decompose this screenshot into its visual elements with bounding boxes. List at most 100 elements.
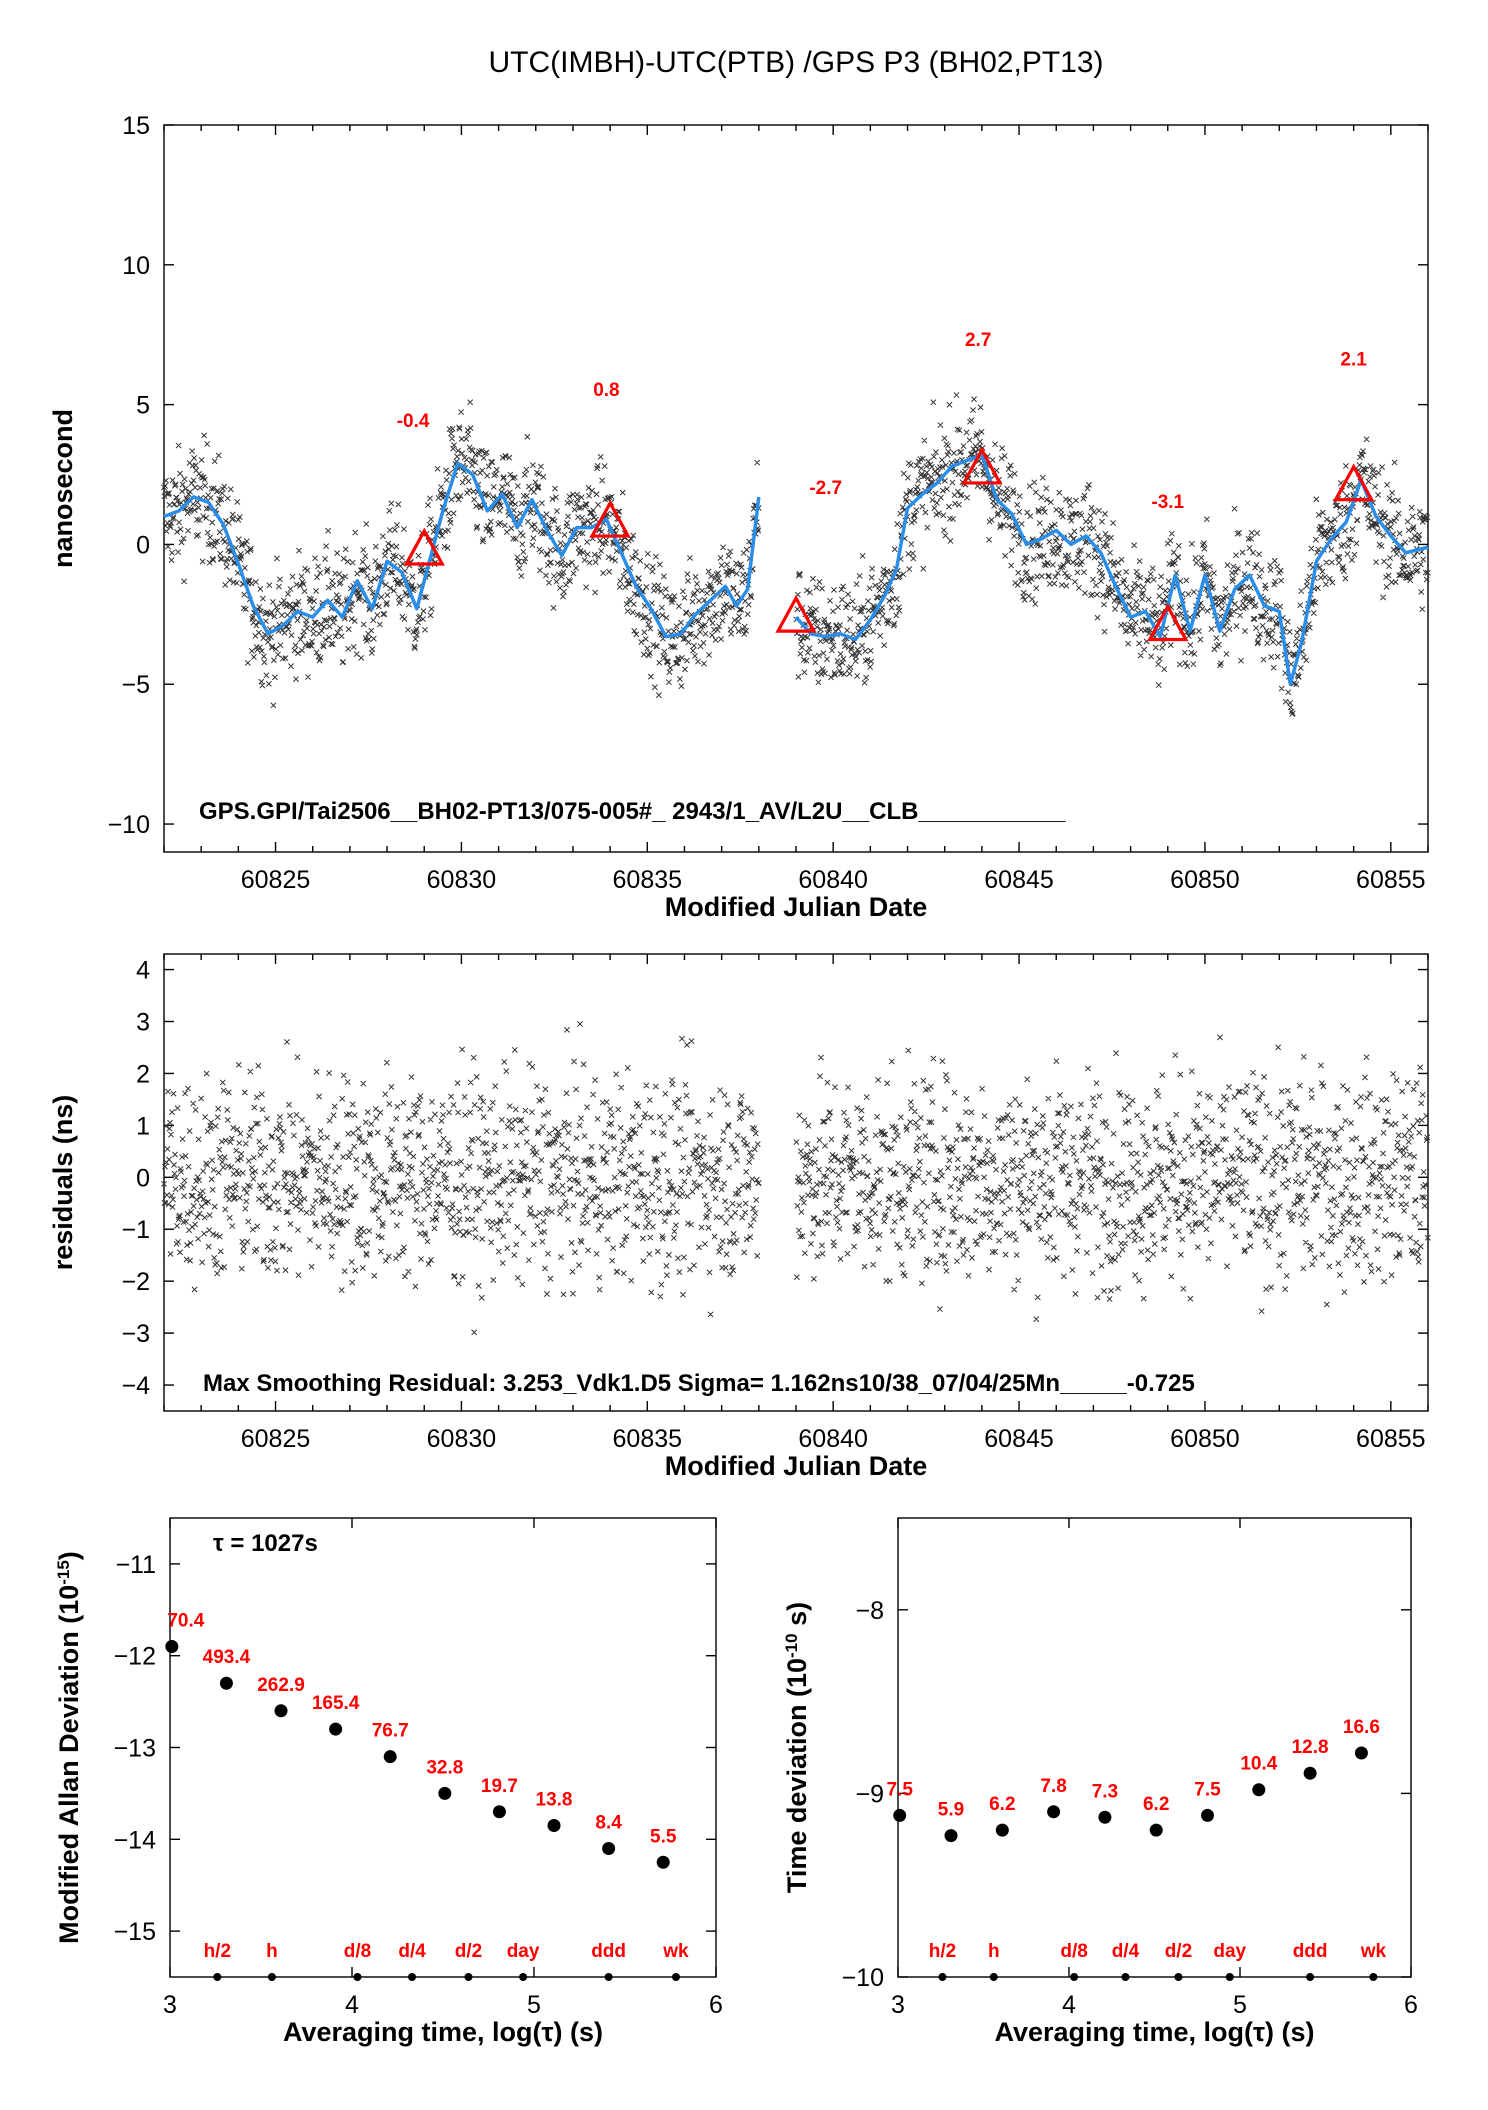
period-mark-label: d/2 bbox=[1165, 1941, 1192, 1962]
data-point bbox=[602, 1841, 616, 1855]
x-tick-label: 60840 bbox=[798, 1425, 868, 1453]
y-axis-title-exp: -15 bbox=[54, 1560, 73, 1585]
y-tick-label: 4 bbox=[136, 957, 150, 985]
period-mark-dot bbox=[408, 1973, 417, 1981]
plot-frame bbox=[897, 1517, 1412, 1978]
y-tick-label: −2 bbox=[121, 1268, 150, 1296]
y-tick-label: 0 bbox=[136, 531, 150, 559]
data-point bbox=[1098, 1810, 1112, 1824]
point-label: 32.8 bbox=[426, 1757, 463, 1778]
y-axis-title-end: s) bbox=[782, 1602, 812, 1634]
y-tick-label: −9 bbox=[855, 1780, 884, 1808]
x-axis-title: Modified Julian Date bbox=[665, 892, 928, 922]
period-mark-dot bbox=[671, 1973, 680, 1981]
data-point bbox=[656, 1855, 670, 1869]
point-label: 19.7 bbox=[481, 1776, 518, 1797]
data-point bbox=[1201, 1808, 1215, 1822]
marker-triangle bbox=[775, 594, 817, 633]
x-tick-label: 60835 bbox=[613, 866, 683, 894]
y-axis-title-main: Time deviation (10 bbox=[782, 1658, 812, 1893]
y-tick-label: −3 bbox=[121, 1320, 150, 1348]
period-mark-label: ddd bbox=[1293, 1941, 1328, 1962]
point-label: 262.9 bbox=[257, 1675, 305, 1696]
y-tick-label: −4 bbox=[121, 1372, 150, 1400]
period-mark-dot bbox=[267, 1973, 276, 1981]
data-point bbox=[1354, 1746, 1368, 1760]
point-label: 7.8 bbox=[1040, 1776, 1066, 1797]
y-tick-label: −13 bbox=[114, 1735, 156, 1763]
period-mark-dot bbox=[1306, 1973, 1315, 1981]
point-label: 16.6 bbox=[1343, 1717, 1380, 1738]
residuals-chart: 60825 60830 60835 60840 60845 60850 60855 4 3 2 1 0… bbox=[48, 953, 1431, 1481]
y-tick-label: 15 bbox=[122, 112, 150, 140]
period-mark-label: d/4 bbox=[1112, 1941, 1140, 1962]
point-label: 165.4 bbox=[312, 1693, 360, 1714]
x-tick-label: 60840 bbox=[798, 866, 868, 894]
marker-triangle bbox=[403, 527, 445, 566]
data-point bbox=[492, 1805, 506, 1819]
plot-frame bbox=[169, 1517, 717, 1978]
plot-annotation: Max Smoothing Residual: 3.253_Vdk1.D5 Si… bbox=[203, 1370, 1195, 1397]
x-tick-label: 60850 bbox=[1170, 866, 1240, 894]
period-mark-dot bbox=[1369, 1973, 1378, 1981]
point-label: 13.8 bbox=[536, 1790, 573, 1811]
x-tick-label: 60825 bbox=[241, 866, 311, 894]
y-axis-title-main: Modified Allan Deviation (10 bbox=[54, 1585, 84, 1944]
y-tick-label: −15 bbox=[114, 1918, 156, 1946]
tdev-chart: 3 4 5 6 −8 −9 −10 Averaging time, log(τ) (s) Tim… bbox=[782, 1517, 1418, 2047]
marker-triangle bbox=[1147, 603, 1189, 642]
x-axis-title: Modified Julian Date bbox=[665, 1451, 928, 1481]
period-mark-dot bbox=[989, 1973, 998, 1981]
x-tick-label: 6 bbox=[1404, 1991, 1418, 2019]
plot-annotation: GPS.GPI/Tai2506__BH02-PT13/075-005#_ 294… bbox=[199, 798, 1066, 825]
x-tick-label: 5 bbox=[527, 1991, 541, 2019]
data-point bbox=[995, 1823, 1009, 1837]
data-point bbox=[1149, 1823, 1163, 1837]
marker-label: 0.8 bbox=[593, 380, 619, 401]
marker-triangle bbox=[1332, 463, 1375, 502]
y-tick-label: −12 bbox=[114, 1643, 156, 1671]
x-tick-label: 60855 bbox=[1356, 866, 1426, 894]
data-point bbox=[893, 1808, 907, 1822]
y-axis-title-exp: -10 bbox=[782, 1633, 801, 1658]
point-label: 6.2 bbox=[1143, 1794, 1169, 1815]
y-tick-label: 10 bbox=[122, 252, 150, 280]
y-tick-label: 5 bbox=[136, 392, 150, 420]
marker-label: -0.4 bbox=[397, 411, 430, 432]
main-chart: 60825 60830 60835 60840 60845 60850 60855 15 10 5… bbox=[48, 112, 1431, 922]
y-tick-label: −8 bbox=[855, 1597, 884, 1625]
point-label: 5.9 bbox=[938, 1800, 964, 1821]
data-point bbox=[383, 1750, 397, 1764]
x-tick-label: 4 bbox=[345, 1991, 359, 2019]
x-tick-label: 60830 bbox=[427, 1425, 497, 1453]
period-mark-dot bbox=[938, 1973, 947, 1981]
x-tick-label: 5 bbox=[1233, 1991, 1247, 2019]
page-title: UTC(IMBH)-UTC(PTB) /GPS P3 (BH02,PT13) bbox=[488, 46, 1103, 79]
y-axis-title-end: ) bbox=[54, 1551, 84, 1560]
y-axis-title: nanosecond bbox=[48, 409, 78, 568]
period-mark-label: d/4 bbox=[398, 1941, 426, 1962]
y-tick-label: 2 bbox=[136, 1060, 150, 1088]
period-mark-dot bbox=[353, 1973, 362, 1981]
marker-label: 2.7 bbox=[965, 330, 991, 351]
data-point bbox=[219, 1676, 233, 1690]
period-mark-label: h bbox=[266, 1941, 278, 1962]
data-points bbox=[161, 1021, 1431, 1336]
period-mark-label: h/2 bbox=[204, 1941, 231, 1962]
point-label: 70.4 bbox=[167, 1611, 204, 1632]
y-tick-label: −5 bbox=[121, 671, 150, 699]
period-mark-dot bbox=[464, 1973, 473, 1981]
point-label: 6.2 bbox=[989, 1794, 1015, 1815]
y-tick-label: −1 bbox=[121, 1216, 150, 1244]
smooth-curve bbox=[794, 453, 1429, 686]
y-tick-label: −10 bbox=[108, 811, 150, 839]
x-axis-title: Averaging time, log(τ) (s) bbox=[283, 2017, 603, 2047]
y-tick-label: 1 bbox=[136, 1112, 150, 1140]
marker-label: 2.1 bbox=[1340, 349, 1367, 370]
marker-triangle bbox=[961, 446, 1003, 485]
period-mark-label: d/8 bbox=[344, 1941, 371, 1962]
x-tick-label: 60845 bbox=[984, 866, 1054, 894]
x-tick-label: 60845 bbox=[984, 1425, 1054, 1453]
